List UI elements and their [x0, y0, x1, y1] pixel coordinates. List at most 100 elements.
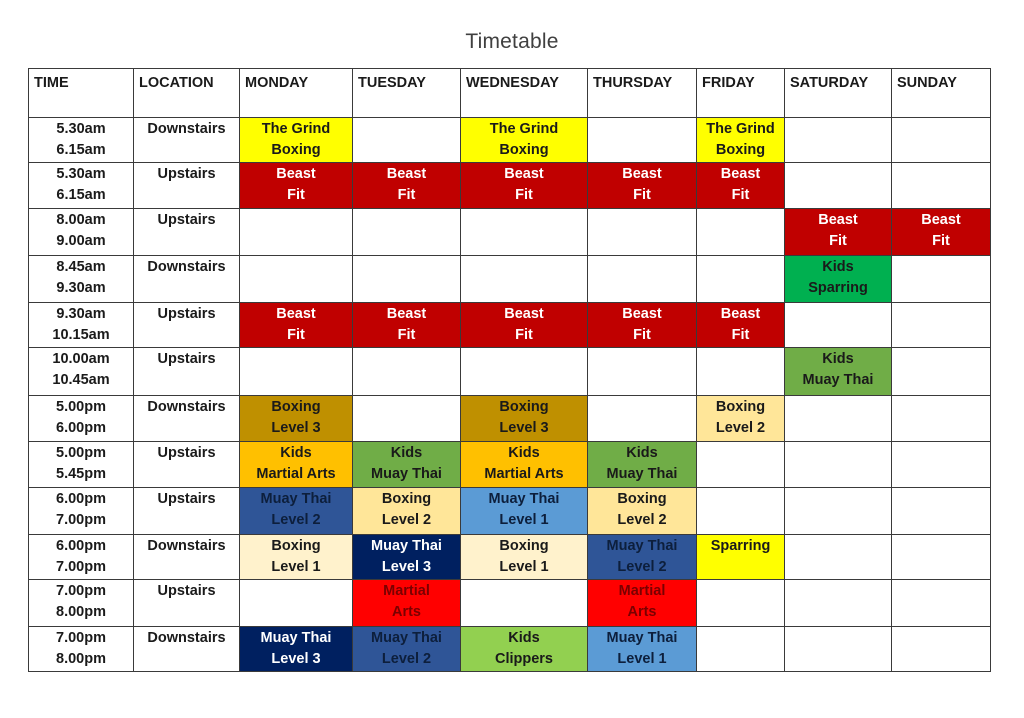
- class-name: Beast: [818, 212, 858, 228]
- start-time: 5.00pm: [56, 445, 106, 461]
- sunday-class-cell: [891, 534, 991, 580]
- start-time: 5.30am: [56, 121, 106, 137]
- class-name: The Grind: [706, 121, 775, 137]
- class-detail: Fit: [515, 327, 533, 343]
- sunday-class-cell: [891, 302, 991, 348]
- class-detail: Level 2: [381, 651, 432, 667]
- header-time: TIME: [28, 68, 134, 118]
- class-name: Boxing: [499, 538, 549, 554]
- class-name: Kids: [390, 445, 423, 461]
- class-name: Boxing: [617, 491, 667, 507]
- monday-class-cell: Kids Martial Arts: [239, 441, 353, 488]
- tuesday-class-cell: Beast Fit: [352, 302, 461, 348]
- friday-class-cell: Beast Fit: [696, 302, 785, 348]
- header-row: TIME LOCATION MONDAY TUESDAY WEDNESDAY T…: [28, 68, 991, 118]
- start-time: 7.00pm: [56, 583, 106, 599]
- time-cell: 7.00pm 8.00pm: [28, 579, 134, 627]
- class-detail: Level 2: [617, 512, 667, 528]
- class-name: Kids: [822, 259, 854, 275]
- saturday-class-cell: Kids Muay Thai: [784, 347, 892, 396]
- monday-class-cell: [239, 255, 353, 303]
- friday-class-cell: [696, 579, 785, 627]
- thursday-class-cell: [587, 117, 697, 163]
- class-detail: Level 1: [617, 651, 667, 667]
- class-name: Boxing: [271, 538, 321, 554]
- start-time: 10.00am: [52, 351, 110, 367]
- wednesday-class-cell: Muay Thai Level 1: [460, 487, 588, 535]
- class-detail: Sparring: [808, 280, 868, 296]
- tuesday-class-cell: Muay Thai Level 2: [352, 626, 461, 672]
- class-detail: Martial Arts: [256, 466, 336, 482]
- tuesday-class-cell: Muay Thai Level 3: [352, 534, 461, 580]
- time-cell: 8.00am 9.00am: [28, 208, 134, 256]
- class-detail: Boxing: [271, 142, 321, 158]
- friday-class-cell: [696, 255, 785, 303]
- class-name: Kids: [822, 351, 854, 367]
- class-detail: Arts: [391, 604, 421, 620]
- class-name: Martial: [618, 583, 666, 599]
- class-detail: Clippers: [494, 651, 553, 667]
- table-row: 9.30am 10.15am Upstairs Beast Fit Beast Fit Bea…: [28, 302, 991, 348]
- class-detail: Level 2: [617, 559, 667, 575]
- wednesday-class-cell: Beast Fit: [460, 302, 588, 348]
- class-detail: Muay Thai: [371, 466, 442, 482]
- class-name: Muay Thai: [260, 491, 332, 507]
- class-name: Kids: [508, 630, 540, 646]
- start-time: 5.00pm: [56, 399, 106, 415]
- thursday-class-cell: Martial Arts: [587, 579, 697, 627]
- class-name: The Grind: [261, 121, 331, 137]
- saturday-class-cell: [784, 626, 892, 672]
- class-name: Muay Thai: [606, 538, 678, 554]
- class-name: Kids: [626, 445, 658, 461]
- end-time: 9.30am: [56, 280, 106, 296]
- monday-class-cell: Beast Fit: [239, 162, 353, 209]
- class-name: Kids: [508, 445, 540, 461]
- wednesday-class-cell: [460, 255, 588, 303]
- location-cell: Upstairs: [133, 208, 240, 256]
- class-name: Muay Thai: [371, 538, 442, 554]
- tuesday-class-cell: [352, 117, 461, 163]
- class-detail: Fit: [829, 233, 847, 249]
- class-detail: Fit: [731, 327, 750, 343]
- class-detail: Boxing: [715, 142, 766, 158]
- class-name: Muay Thai: [488, 491, 560, 507]
- end-time: 5.45pm: [56, 466, 106, 482]
- friday-class-cell: [696, 208, 785, 256]
- sunday-class-cell: [891, 162, 991, 209]
- class-name: Sparring: [710, 538, 771, 554]
- start-time: 8.00am: [56, 212, 106, 228]
- header-wednesday: WEDNESDAY: [460, 68, 588, 118]
- location-cell: Downstairs: [133, 534, 240, 580]
- location-cell: Upstairs: [133, 162, 240, 209]
- table-row: 7.00pm 8.00pm Downstairs Muay Thai Level 3 Mu…: [28, 626, 991, 672]
- class-name: Beast: [276, 166, 316, 182]
- monday-class-cell: The Grind Boxing: [239, 117, 353, 163]
- class-name: Boxing: [271, 399, 321, 415]
- start-time: 6.00pm: [56, 538, 106, 554]
- class-detail: Level 3: [499, 420, 549, 436]
- monday-class-cell: [239, 208, 353, 256]
- saturday-class-cell: [784, 395, 892, 442]
- header-location: LOCATION: [133, 68, 240, 118]
- table-row: 6.00pm 7.00pm Downstairs Boxing Level 1 Muay …: [28, 534, 991, 580]
- header-monday: MONDAY: [239, 68, 353, 118]
- friday-class-cell: The Grind Boxing: [696, 117, 785, 163]
- monday-class-cell: Beast Fit: [239, 302, 353, 348]
- wednesday-class-cell: [460, 579, 588, 627]
- header-thursday: THURSDAY: [587, 68, 697, 118]
- saturday-class-cell: [784, 162, 892, 209]
- start-time: 6.00pm: [56, 491, 106, 507]
- sunday-class-cell: [891, 579, 991, 627]
- tuesday-class-cell: [352, 208, 461, 256]
- saturday-class-cell: Beast Fit: [784, 208, 892, 256]
- thursday-class-cell: Boxing Level 2: [587, 487, 697, 535]
- saturday-class-cell: [784, 579, 892, 627]
- class-detail: Fit: [397, 327, 416, 343]
- monday-class-cell: [239, 347, 353, 396]
- wednesday-class-cell: The Grind Boxing: [460, 117, 588, 163]
- class-detail: Level 3: [271, 420, 321, 436]
- class-detail: Fit: [731, 187, 750, 203]
- time-cell: 5.30am 6.15am: [28, 117, 134, 163]
- class-detail: Muay Thai: [606, 466, 678, 482]
- table-row: 5.30am 6.15am Downstairs The Grind Boxing The…: [28, 117, 991, 163]
